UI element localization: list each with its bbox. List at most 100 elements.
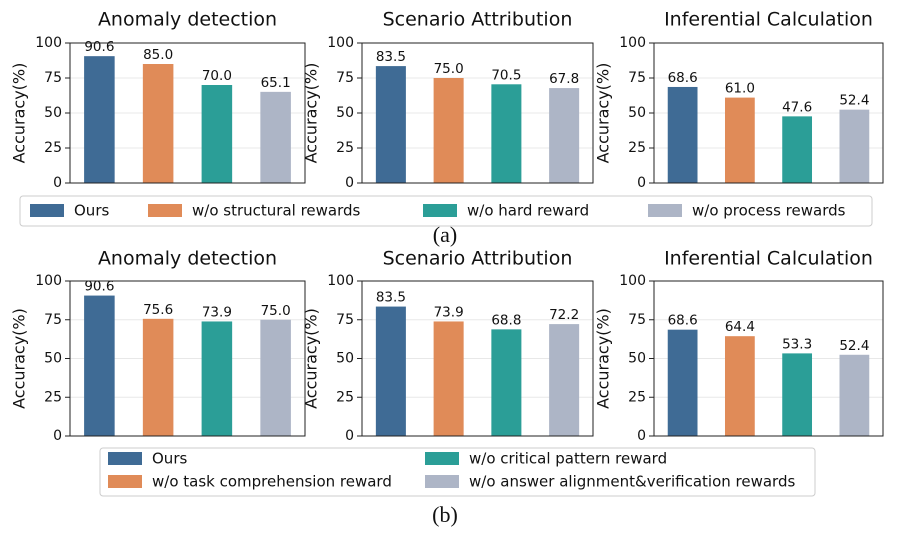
chart-title: Scenario Attribution bbox=[383, 248, 573, 270]
value-label: 73.9 bbox=[202, 304, 232, 320]
bar bbox=[782, 353, 813, 436]
bar bbox=[491, 329, 522, 436]
legend-label: w/o hard reward bbox=[467, 202, 589, 220]
bar bbox=[433, 321, 464, 436]
bar bbox=[375, 66, 406, 183]
y-axis-label: Accuracy(%) bbox=[594, 63, 613, 164]
value-label: 83.5 bbox=[376, 290, 406, 306]
bar bbox=[201, 85, 233, 183]
y-tick-label: 75 bbox=[336, 312, 354, 328]
y-axis-label: Accuracy(%) bbox=[594, 308, 613, 409]
axes-frame bbox=[653, 42, 884, 184]
legend-swatch bbox=[425, 452, 459, 465]
bar bbox=[839, 354, 870, 436]
value-label: 64.4 bbox=[725, 319, 755, 335]
chart-title: Scenario Attribution bbox=[383, 9, 573, 31]
y-tick-label: 50 bbox=[44, 351, 62, 367]
y-axis-label: Accuracy(%) bbox=[10, 63, 29, 164]
legend-swatch bbox=[648, 204, 682, 217]
value-label: 53.3 bbox=[782, 336, 812, 352]
chart-title: Inferential Calculation bbox=[664, 9, 873, 31]
y-tick-label: 50 bbox=[44, 105, 62, 121]
y-tick-label: 0 bbox=[637, 428, 646, 444]
y-tick-label: 75 bbox=[44, 312, 62, 328]
y-tick-label: 25 bbox=[44, 389, 62, 405]
axes-frame bbox=[653, 280, 884, 437]
y-tick-label: 50 bbox=[628, 351, 646, 367]
value-label: 68.8 bbox=[491, 312, 521, 328]
bar bbox=[724, 97, 755, 183]
bar bbox=[84, 56, 115, 183]
y-axis-label: Accuracy(%) bbox=[302, 308, 321, 409]
y-tick-label: 25 bbox=[336, 140, 354, 156]
bar bbox=[667, 86, 698, 183]
value-label: 52.4 bbox=[839, 338, 869, 354]
legend-label: w/o answer alignment&verification reward… bbox=[469, 473, 795, 491]
value-label: 75.0 bbox=[434, 61, 464, 77]
legend-label: w/o structural rewards bbox=[192, 202, 361, 220]
value-label: 90.6 bbox=[84, 39, 114, 55]
axes-frame bbox=[361, 280, 594, 437]
bar bbox=[142, 64, 174, 183]
bar bbox=[491, 84, 522, 183]
value-label: 75.0 bbox=[261, 303, 291, 319]
y-tick-label: 75 bbox=[628, 70, 646, 86]
bar bbox=[549, 88, 580, 183]
y-tick-label: 50 bbox=[336, 105, 354, 121]
axes-frame bbox=[361, 42, 594, 184]
value-label: 83.5 bbox=[376, 49, 406, 65]
y-tick-label: 50 bbox=[628, 105, 646, 121]
y-tick-label: 75 bbox=[44, 70, 62, 86]
value-label: 72.2 bbox=[549, 307, 579, 323]
y-axis-label: Accuracy(%) bbox=[10, 308, 29, 409]
value-label: 70.5 bbox=[491, 67, 521, 83]
y-tick-label: 100 bbox=[327, 273, 354, 289]
legend-swatch bbox=[148, 204, 182, 217]
value-label: 67.8 bbox=[549, 71, 579, 87]
y-tick-label: 25 bbox=[628, 389, 646, 405]
bar bbox=[375, 306, 406, 436]
legend-label: w/o critical pattern reward bbox=[469, 450, 667, 468]
value-label: 65.1 bbox=[261, 75, 291, 91]
y-tick-label: 75 bbox=[336, 70, 354, 86]
legend-label: Ours bbox=[152, 450, 187, 468]
value-label: 52.4 bbox=[839, 93, 869, 109]
bar bbox=[549, 324, 580, 436]
legend-label: Ours bbox=[74, 202, 109, 220]
value-label: 85.0 bbox=[143, 47, 173, 63]
axes-frame bbox=[69, 280, 306, 437]
legend-swatch bbox=[423, 204, 457, 217]
y-tick-label: 25 bbox=[336, 389, 354, 405]
y-tick-label: 25 bbox=[628, 140, 646, 156]
y-tick-label: 100 bbox=[619, 273, 646, 289]
axes-frame bbox=[69, 42, 306, 184]
value-label: 70.0 bbox=[202, 68, 232, 84]
y-tick-label: 100 bbox=[35, 35, 62, 51]
chart-title: Inferential Calculation bbox=[664, 248, 873, 270]
caption: (b) bbox=[432, 502, 458, 527]
legend-swatch bbox=[108, 475, 142, 488]
legend-swatch bbox=[30, 204, 64, 217]
y-tick-label: 0 bbox=[345, 175, 354, 191]
bar bbox=[724, 336, 755, 436]
legend-swatch bbox=[108, 452, 142, 465]
bar bbox=[260, 319, 291, 436]
value-label: 68.6 bbox=[668, 313, 698, 329]
value-label: 68.6 bbox=[668, 70, 698, 86]
value-label: 47.6 bbox=[782, 99, 812, 115]
chart-title: Anomaly detection bbox=[98, 9, 277, 31]
y-tick-label: 100 bbox=[327, 35, 354, 51]
y-tick-label: 0 bbox=[53, 428, 62, 444]
value-label: 61.0 bbox=[725, 81, 755, 97]
value-label: 90.6 bbox=[84, 279, 114, 295]
bar bbox=[782, 116, 813, 183]
legend-swatch bbox=[425, 475, 459, 488]
y-tick-label: 75 bbox=[628, 312, 646, 328]
y-tick-label: 100 bbox=[35, 273, 62, 289]
bar bbox=[201, 321, 233, 436]
value-label: 75.6 bbox=[143, 302, 173, 318]
legend-label: w/o process rewards bbox=[692, 202, 846, 220]
legend-label: w/o task comprehension reward bbox=[152, 473, 392, 491]
y-tick-label: 25 bbox=[44, 140, 62, 156]
